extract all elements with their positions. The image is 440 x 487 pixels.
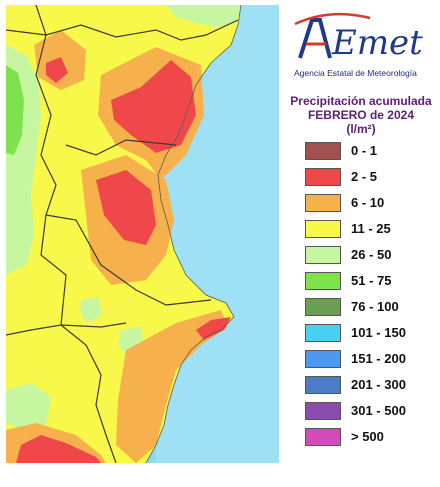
legend-swatch	[305, 402, 341, 420]
aemet-logo: Emet Agencia Estatal de Meteorología	[290, 6, 430, 86]
legend-label: 0 - 1	[351, 143, 378, 158]
legend-label: 11 - 25	[351, 221, 391, 236]
zone-2-5-southwest	[16, 435, 101, 463]
legend-swatch	[305, 194, 341, 212]
legend-item: 101 - 150	[305, 324, 425, 344]
legend-swatch	[305, 272, 341, 290]
aemet-wordmark: Emet	[294, 12, 423, 63]
legend-swatch	[305, 350, 341, 368]
legend-item: 76 - 100	[305, 298, 425, 318]
legend-swatch	[305, 376, 341, 394]
legend-swatch	[305, 324, 341, 342]
legend-item: 151 - 200	[305, 350, 425, 370]
legend-swatch	[305, 220, 341, 238]
map-canvas	[6, 5, 279, 463]
legend-item: 0 - 1	[305, 142, 425, 162]
legend-label: 151 - 200	[351, 351, 406, 366]
legend-item: 6 - 10	[305, 194, 425, 214]
legend-item: 11 - 25	[305, 220, 425, 240]
legend-label: 51 - 75	[351, 273, 392, 288]
zone-26-50-north	[166, 5, 241, 27]
agency-name: Agencia Estatal de Meteorología	[294, 68, 417, 78]
legend-unit: (l/m²)	[346, 122, 376, 136]
zone-6-10-south	[116, 310, 228, 463]
legend-label: 26 - 50	[351, 247, 392, 262]
legend-title-line2: FEBRERO de 2024	[307, 108, 415, 122]
legend-item: 26 - 50	[305, 246, 425, 266]
legend-swatch	[305, 428, 341, 446]
zone-2-5-north	[46, 57, 68, 83]
legend-swatch	[305, 298, 341, 316]
legend-item: 51 - 75	[305, 272, 425, 292]
wordmark-text: Emet	[331, 23, 423, 63]
legend-item: > 500	[305, 428, 425, 448]
legend-swatch	[305, 168, 341, 186]
legend-title: Precipitación acumulada FEBRERO de 2024 …	[282, 94, 440, 136]
legend-label: 101 - 150	[351, 325, 406, 340]
legend-item: 301 - 500	[305, 402, 425, 422]
legend-label: 76 - 100	[351, 299, 399, 314]
zone-26-50-south	[6, 383, 51, 430]
zone-2-5-mid	[96, 170, 156, 245]
zone-2-5-cape	[196, 317, 231, 340]
zone-2-5-centre	[111, 60, 196, 153]
admin-borders	[6, 5, 239, 463]
legend-label: 2 - 5	[351, 169, 378, 184]
precipitation-map	[6, 5, 279, 463]
legend-swatch	[305, 142, 341, 160]
coastline	[145, 5, 242, 463]
zone-26-50-small1	[80, 297, 102, 323]
legend-label: 6 - 10	[351, 195, 385, 210]
legend-swatch	[305, 246, 341, 264]
legend-item: 201 - 300	[305, 376, 425, 396]
zone-51-75	[6, 65, 24, 155]
legend-label: 201 - 300	[351, 377, 406, 392]
legend-label: > 500	[351, 429, 384, 444]
legend-item: 2 - 5	[305, 168, 425, 188]
legend-label: 301 - 500	[351, 403, 406, 418]
legend-title-line1: Precipitación acumulada	[290, 94, 432, 108]
